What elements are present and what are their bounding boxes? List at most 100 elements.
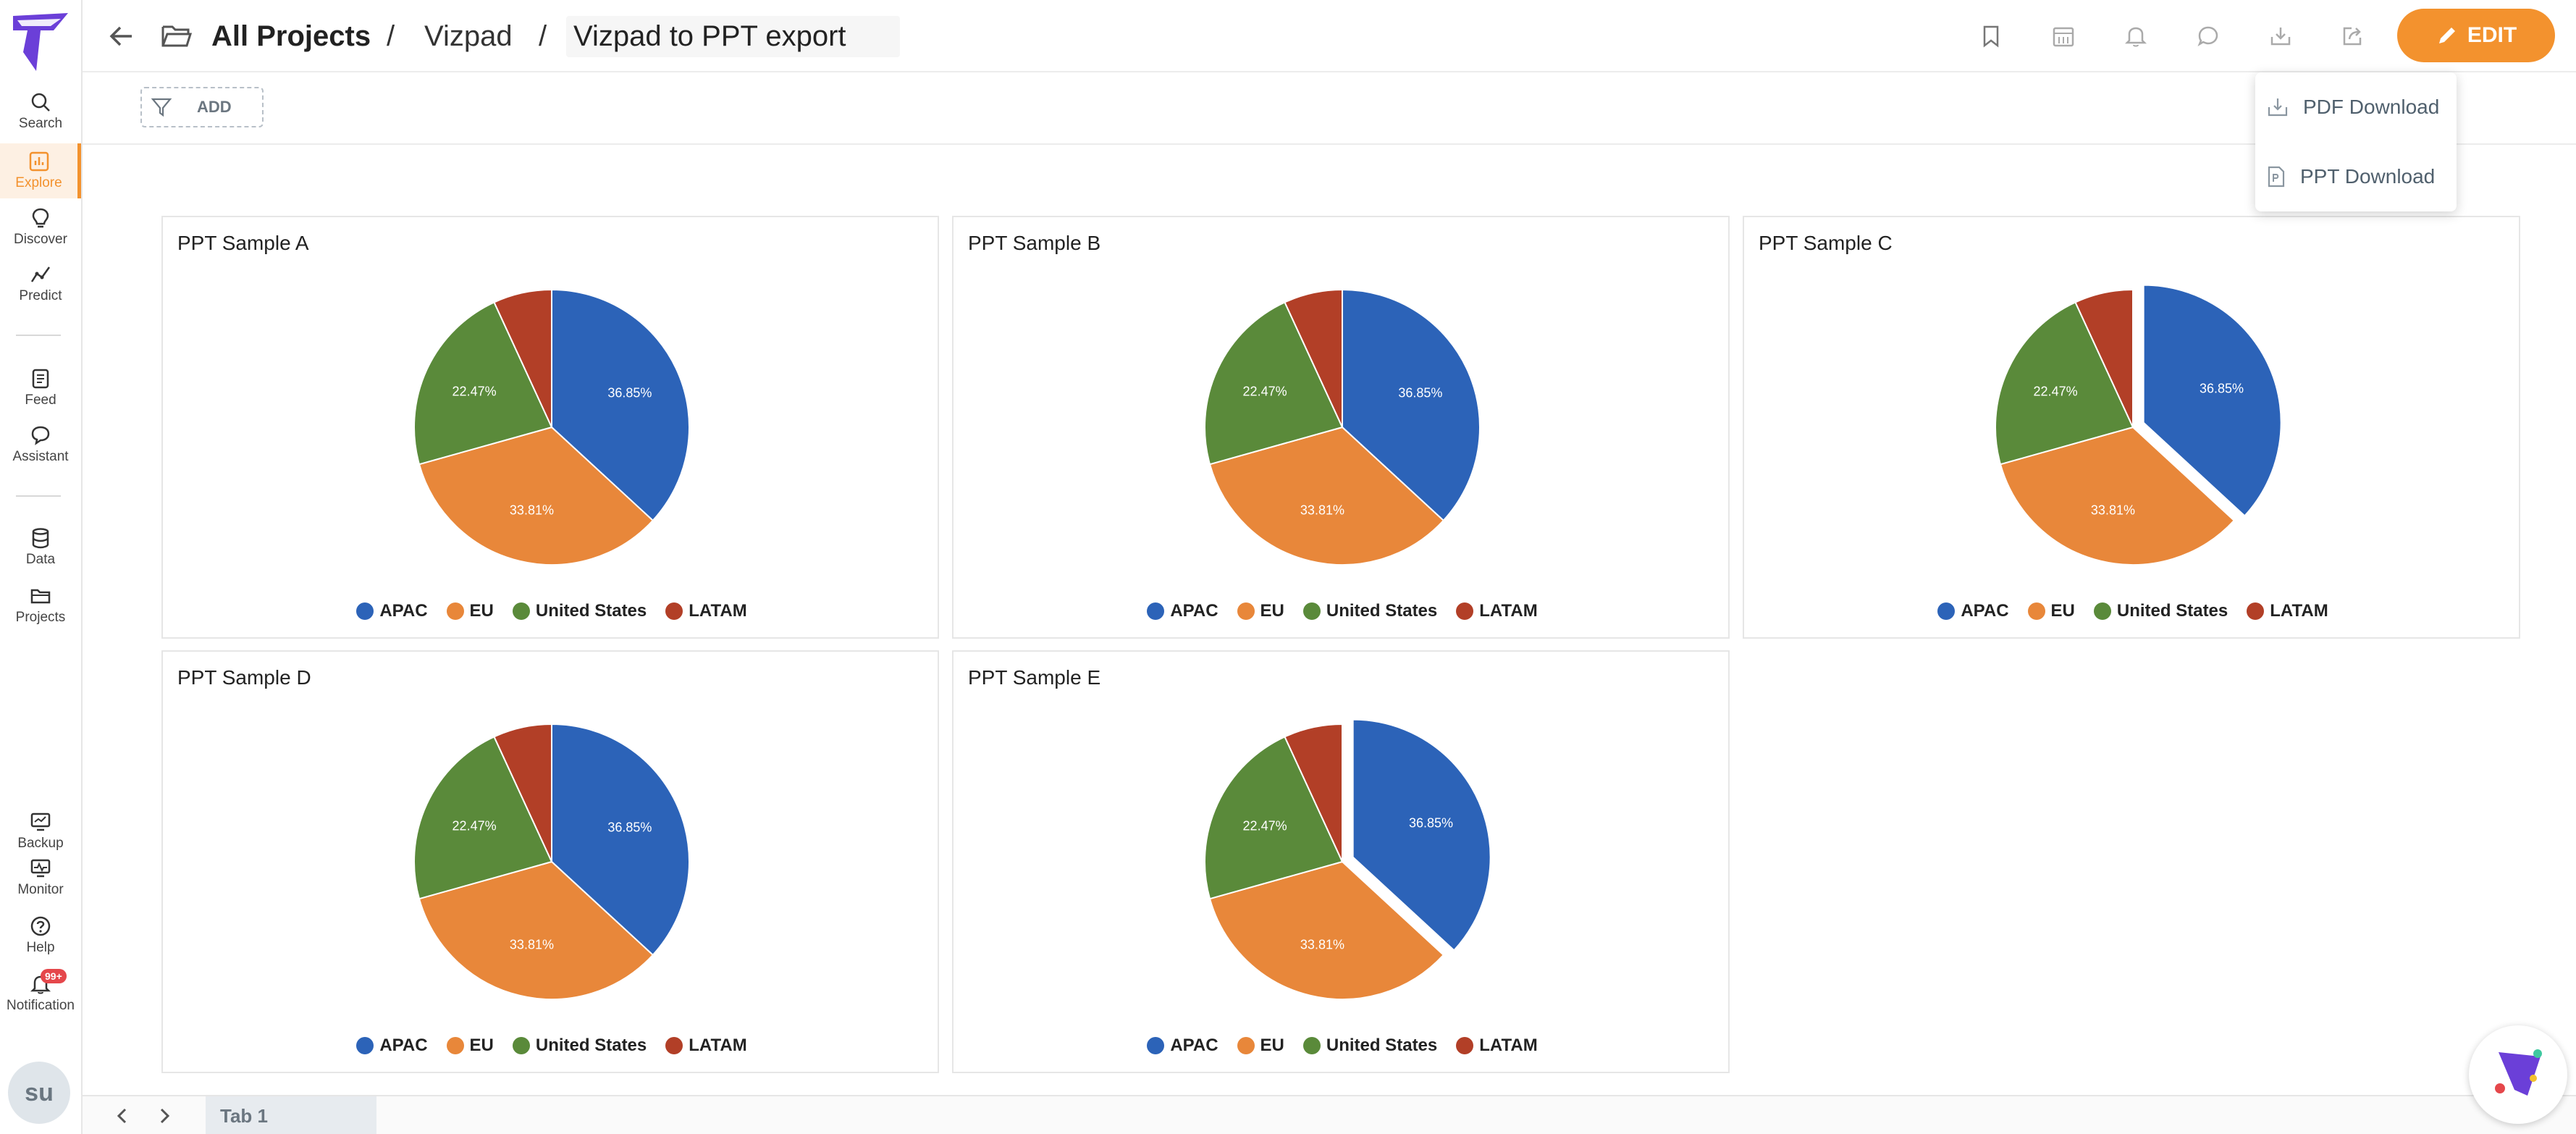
pdf-download-item[interactable]: PDF Download — [2255, 72, 2457, 142]
breadcrumb-vizpad[interactable]: Vizpad — [424, 20, 513, 52]
chart-card[interactable]: PPT Sample A 36.85% 33.81% 22.47% APAC EU … — [161, 216, 939, 639]
back-button[interactable] — [107, 0, 135, 72]
pie-slice-apac[interactable] — [2142, 284, 2282, 517]
legend-swatch — [665, 1037, 683, 1054]
pie-slice-latam[interactable] — [1284, 288, 1343, 428]
breadcrumb-separator: / — [539, 20, 547, 52]
sidebar-item-help[interactable]: Help — [0, 915, 81, 956]
legend-item[interactable]: LATAM — [1456, 1036, 1538, 1056]
sidebar-item-search[interactable]: Search — [0, 91, 81, 132]
page-title[interactable]: Vizpad to PPT export — [566, 15, 900, 57]
sidebar-item-predict[interactable]: Predict — [0, 264, 81, 304]
tab-next-button[interactable] — [153, 1105, 175, 1127]
tab-prev-button[interactable] — [111, 1105, 133, 1127]
pie-slice-united-states[interactable] — [413, 301, 553, 466]
legend-item[interactable]: APAC — [1147, 601, 1218, 621]
sidebar-item-data[interactable]: Data — [0, 527, 81, 568]
legend-label: EU — [1260, 1036, 1284, 1055]
pie-chart[interactable]: 36.85% 33.81% 22.47% — [163, 717, 940, 1014]
explore-icon — [29, 151, 49, 172]
pie-slice-latam[interactable] — [493, 288, 552, 428]
alert-button[interactable] — [2120, 20, 2152, 52]
database-icon — [32, 528, 49, 549]
legend-item[interactable]: United States — [1302, 1036, 1437, 1056]
pdf-download-label: PDF Download — [2303, 96, 2440, 118]
comment-button[interactable] — [2192, 20, 2224, 52]
pie-data-label: 36.85% — [1398, 386, 1442, 400]
pie-slice-eu[interactable] — [418, 426, 654, 566]
share-button[interactable] — [2337, 20, 2369, 52]
legend-item[interactable]: United States — [512, 601, 647, 621]
pie-slice-eu[interactable] — [1999, 426, 2236, 566]
download-button[interactable] — [2265, 20, 2297, 52]
sidebar-item-projects[interactable]: Projects — [0, 585, 81, 626]
pie-chart[interactable]: 36.85% 33.81% 22.47% — [1744, 282, 2522, 579]
chart-card[interactable]: PPT Sample C 36.85% 33.81% 22.47% APAC EU … — [1743, 216, 2520, 639]
bookmark-button[interactable] — [1975, 20, 2007, 52]
pie-slice-apac[interactable] — [551, 723, 690, 957]
chart-card[interactable]: PPT Sample B 36.85% 33.81% 22.47% APAC EU … — [952, 216, 1730, 639]
legend-item[interactable]: APAC — [1937, 601, 2009, 621]
pie-slice-eu[interactable] — [1208, 426, 1445, 566]
legend-item[interactable]: LATAM — [665, 601, 747, 621]
sidebar-item-monitor[interactable]: Monitor — [0, 857, 81, 898]
breadcrumb-all-projects[interactable]: All Projects — [211, 20, 371, 52]
legend-item[interactable]: LATAM — [1456, 601, 1538, 621]
legend-item[interactable]: EU — [2027, 601, 2075, 621]
legend-item[interactable]: LATAM — [665, 1036, 747, 1056]
sidebar-item-feed[interactable]: Feed — [0, 368, 81, 408]
legend-item[interactable]: EU — [446, 1036, 494, 1056]
pie-data-label: 36.85% — [1409, 815, 1453, 830]
chart-card[interactable]: PPT Sample E 36.85% 33.81% 22.47% APAC EU … — [952, 650, 1730, 1073]
folder-button[interactable] — [161, 0, 193, 72]
legend-item[interactable]: United States — [512, 1036, 647, 1056]
pie-slice-united-states[interactable] — [1204, 736, 1344, 900]
chevron-left-icon — [117, 1108, 127, 1124]
edit-button[interactable]: EDIT — [2397, 9, 2555, 62]
pie-slice-latam[interactable] — [493, 723, 552, 862]
legend-item[interactable]: United States — [1302, 601, 1437, 621]
notification-badge: 99+ — [41, 969, 67, 983]
pie-slice-latam[interactable] — [2074, 288, 2134, 428]
legend-swatch — [356, 602, 374, 620]
sidebar-item-assistant[interactable]: Assistant — [0, 424, 81, 465]
legend-item[interactable]: APAC — [356, 601, 428, 621]
pie-slice-united-states[interactable] — [413, 736, 553, 900]
avatar[interactable]: su — [8, 1062, 70, 1124]
pie-slice-united-states[interactable] — [1995, 301, 2134, 466]
sidebar-item-explore[interactable]: Explore — [0, 143, 81, 198]
pie-slice-apac[interactable] — [551, 288, 690, 522]
chart-legend: APAC EU United States LATAM — [163, 601, 940, 621]
pie-slice-apac[interactable] — [1352, 718, 1491, 952]
legend-label: APAC — [379, 1036, 428, 1055]
assistant-fab[interactable] — [2469, 1025, 2567, 1124]
sidebar-item-label: Explore — [15, 175, 62, 190]
pie-chart[interactable]: 36.85% 33.81% 22.47% — [163, 282, 940, 579]
legend-item[interactable]: EU — [1237, 601, 1284, 621]
schedule-button[interactable] — [2047, 20, 2079, 52]
legend-item[interactable]: EU — [1237, 1036, 1284, 1056]
ppt-download-item[interactable]: PPT Download — [2255, 142, 2457, 211]
legend-item[interactable]: LATAM — [2247, 601, 2328, 621]
tab-1[interactable]: Tab 1 — [206, 1096, 376, 1134]
pie-slice-eu[interactable] — [418, 860, 654, 1000]
pie-chart[interactable]: 36.85% 33.81% 22.47% — [954, 717, 1731, 1014]
chart-card[interactable]: PPT Sample D 36.85% 33.81% 22.47% APAC EU … — [161, 650, 939, 1073]
pie-chart[interactable]: 36.85% 33.81% 22.47% — [954, 282, 1731, 579]
sidebar-item-backup[interactable]: Backup — [0, 811, 81, 852]
pie-slice-eu[interactable] — [1208, 860, 1445, 1000]
pie-slice-united-states[interactable] — [1204, 301, 1344, 466]
legend-item[interactable]: APAC — [1147, 1036, 1218, 1056]
legend-item[interactable]: United States — [2093, 601, 2228, 621]
legend-item[interactable]: APAC — [356, 1036, 428, 1056]
sidebar-item-notification[interactable]: 99+ Notification — [0, 969, 81, 1014]
add-filter-button[interactable]: ADD — [140, 87, 264, 127]
app-logo-icon[interactable] — [7, 9, 74, 75]
sidebar-item-discover[interactable]: Discover — [0, 207, 81, 248]
pie-slice-latam[interactable] — [1284, 723, 1343, 862]
sidebar-item-label: Backup — [17, 836, 64, 851]
predict-icon — [30, 266, 51, 282]
legend-item[interactable]: EU — [446, 601, 494, 621]
pie-slice-apac[interactable] — [1342, 288, 1481, 522]
folder-open-icon — [161, 25, 193, 47]
